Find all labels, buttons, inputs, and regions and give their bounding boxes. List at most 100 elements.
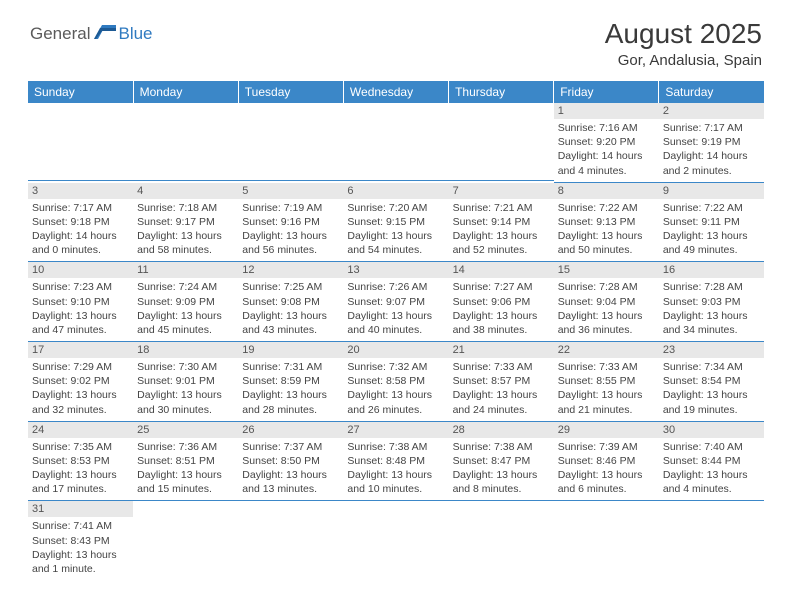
- calendar-cell: 8Sunrise: 7:22 AMSunset: 9:13 PMDaylight…: [554, 183, 659, 263]
- sun-info-line: Daylight: 13 hours: [137, 309, 234, 323]
- calendar-cell: 14 Sunrise: 7:27 AMSunset: 9:06 PMDayligh…: [449, 262, 554, 342]
- calendar-cell: 28Sunrise: 7:38 AMSunset: 8:47 PMDayligh…: [449, 422, 554, 502]
- day-number: 15: [554, 262, 659, 278]
- sun-info-line: Daylight: 13 hours: [558, 468, 655, 482]
- sun-info-line: Sunset: 8:57 PM: [453, 374, 550, 388]
- day-number: 7: [449, 183, 554, 199]
- calendar-row: 17Sunrise: 7:29 AMSunset: 9:02 PMDayligh…: [28, 342, 764, 422]
- sun-info-line: Daylight: 13 hours: [32, 468, 129, 482]
- day-header: Wednesday: [343, 81, 448, 103]
- sun-info-line: Sunset: 9:20 PM: [558, 135, 655, 149]
- sun-info-line: and 6 minutes.: [558, 482, 655, 496]
- sun-info-line: Daylight: 13 hours: [242, 309, 339, 323]
- day-number: 14: [449, 262, 554, 278]
- sun-info-line: Daylight: 13 hours: [558, 309, 655, 323]
- calendar-cell: 20Sunrise: 7:32 AMSunset: 8:58 PMDayligh…: [343, 342, 448, 422]
- day-header: Saturday: [659, 81, 764, 103]
- sun-info-line: and 21 minutes.: [558, 403, 655, 417]
- calendar-cell: 1Sunrise: 7:16 AMSunset: 9:20 PMDaylight…: [554, 103, 659, 183]
- calendar-cell: [238, 103, 343, 183]
- sun-info-line: and 13 minutes.: [242, 482, 339, 496]
- calendar-cell: [133, 501, 238, 580]
- sun-info-line: Sunrise: 7:39 AM: [558, 440, 655, 454]
- sun-info-line: Daylight: 13 hours: [347, 388, 444, 402]
- day-number: 16: [659, 262, 764, 278]
- sun-info-line: Daylight: 14 hours: [663, 149, 760, 163]
- sun-info-line: and 10 minutes.: [347, 482, 444, 496]
- sun-info-line: Sunset: 9:14 PM: [453, 215, 550, 229]
- day-number: 27: [343, 422, 448, 438]
- sun-info-line: and 24 minutes.: [453, 403, 550, 417]
- calendar-cell: [554, 501, 659, 580]
- calendar-cell: [28, 103, 133, 183]
- sun-info-line: Daylight: 13 hours: [453, 229, 550, 243]
- sun-info-line: Daylight: 13 hours: [137, 388, 234, 402]
- calendar-cell: 13Sunrise: 7:26 AMSunset: 9:07 PMDayligh…: [343, 262, 448, 342]
- sun-info-line: and 40 minutes.: [347, 323, 444, 337]
- calendar-cell: 23Sunrise: 7:34 AMSunset: 8:54 PMDayligh…: [659, 342, 764, 422]
- calendar-cell: 18Sunrise: 7:30 AMSunset: 9:01 PMDayligh…: [133, 342, 238, 422]
- calendar-row: 1Sunrise: 7:16 AMSunset: 9:20 PMDaylight…: [28, 103, 764, 183]
- sun-info-line: and 15 minutes.: [137, 482, 234, 496]
- logo-text-1: General: [30, 24, 90, 44]
- sun-info-line: Sunrise: 7:31 AM: [242, 360, 339, 374]
- sun-info-line: and 32 minutes.: [32, 403, 129, 417]
- sun-info-line: Sunrise: 7:33 AM: [453, 360, 550, 374]
- sun-info-line: Sunset: 9:13 PM: [558, 215, 655, 229]
- calendar-cell: 5Sunrise: 7:19 AMSunset: 9:16 PMDaylight…: [238, 183, 343, 263]
- sun-info-line: Sunrise: 7:26 AM: [347, 280, 444, 294]
- sun-info-line: Sunrise: 7:35 AM: [32, 440, 129, 454]
- sun-info-line: Sunset: 9:01 PM: [137, 374, 234, 388]
- sun-info-line: and 30 minutes.: [137, 403, 234, 417]
- sun-info-line: Sunrise: 7:38 AM: [453, 440, 550, 454]
- calendar-row: 24Sunrise: 7:35 AMSunset: 8:53 PMDayligh…: [28, 422, 764, 502]
- calendar-cell: 16Sunrise: 7:28 AMSunset: 9:03 PMDayligh…: [659, 262, 764, 342]
- sun-info-line: Daylight: 13 hours: [453, 309, 550, 323]
- sun-info-line: and 54 minutes.: [347, 243, 444, 257]
- sun-info-line: Daylight: 13 hours: [32, 548, 129, 562]
- sun-info-line: Daylight: 13 hours: [663, 309, 760, 323]
- sun-info-line: Sunrise: 7:41 AM: [32, 519, 129, 533]
- calendar-cell: [343, 501, 448, 580]
- sun-info-line: Sunrise: 7:36 AM: [137, 440, 234, 454]
- sun-info-line: Daylight: 14 hours: [558, 149, 655, 163]
- sun-info-line: Daylight: 13 hours: [137, 468, 234, 482]
- sun-info-line: Sunrise: 7:23 AM: [32, 280, 129, 294]
- sun-info-line: Daylight: 13 hours: [558, 229, 655, 243]
- sun-info-line: Sunrise: 7:27 AM: [453, 280, 550, 294]
- calendar-cell: [238, 501, 343, 580]
- sun-info-line: Sunset: 8:54 PM: [663, 374, 760, 388]
- sun-info-line: Sunset: 9:06 PM: [453, 295, 550, 309]
- sun-info-line: Daylight: 13 hours: [242, 388, 339, 402]
- sun-info-line: Daylight: 13 hours: [242, 229, 339, 243]
- calendar-cell: 30Sunrise: 7:40 AMSunset: 8:44 PMDayligh…: [659, 422, 764, 502]
- sun-info-line: Sunset: 9:10 PM: [32, 295, 129, 309]
- calendar-cell: 2Sunrise: 7:17 AMSunset: 9:19 PMDaylight…: [659, 103, 764, 183]
- sun-info-line: Daylight: 13 hours: [347, 309, 444, 323]
- calendar-cell: 4Sunrise: 7:18 AMSunset: 9:17 PMDaylight…: [133, 183, 238, 263]
- sun-info-line: Daylight: 13 hours: [347, 468, 444, 482]
- sun-info-line: and 43 minutes.: [242, 323, 339, 337]
- calendar-body: 1Sunrise: 7:16 AMSunset: 9:20 PMDaylight…: [28, 103, 764, 580]
- day-number: 21: [449, 342, 554, 358]
- calendar-cell: 17Sunrise: 7:29 AMSunset: 9:02 PMDayligh…: [28, 342, 133, 422]
- sun-info-line: Sunset: 9:04 PM: [558, 295, 655, 309]
- sun-info-line: and 49 minutes.: [663, 243, 760, 257]
- calendar-cell: 27Sunrise: 7:38 AMSunset: 8:48 PMDayligh…: [343, 422, 448, 502]
- calendar-cell: 7Sunrise: 7:21 AMSunset: 9:14 PMDaylight…: [449, 183, 554, 263]
- sun-info-line: and 45 minutes.: [137, 323, 234, 337]
- calendar-cell: 9Sunrise: 7:22 AMSunset: 9:11 PMDaylight…: [659, 183, 764, 263]
- calendar-row: 10Sunrise: 7:23 AMSunset: 9:10 PMDayligh…: [28, 262, 764, 342]
- sun-info-line: Daylight: 13 hours: [32, 388, 129, 402]
- calendar-row: 3Sunrise: 7:17 AMSunset: 9:18 PMDaylight…: [28, 183, 764, 263]
- sun-info-line: Sunset: 9:02 PM: [32, 374, 129, 388]
- sun-info-line: Sunrise: 7:19 AM: [242, 201, 339, 215]
- calendar-cell: 31Sunrise: 7:41 AMSunset: 8:43 PMDayligh…: [28, 501, 133, 580]
- sun-info-line: Sunset: 9:03 PM: [663, 295, 760, 309]
- calendar-cell: 24Sunrise: 7:35 AMSunset: 8:53 PMDayligh…: [28, 422, 133, 502]
- day-number: 31: [28, 501, 133, 517]
- sun-info-line: Sunset: 8:50 PM: [242, 454, 339, 468]
- sun-info-line: Sunrise: 7:17 AM: [663, 121, 760, 135]
- sun-info-line: and 38 minutes.: [453, 323, 550, 337]
- sun-info-line: Sunrise: 7:29 AM: [32, 360, 129, 374]
